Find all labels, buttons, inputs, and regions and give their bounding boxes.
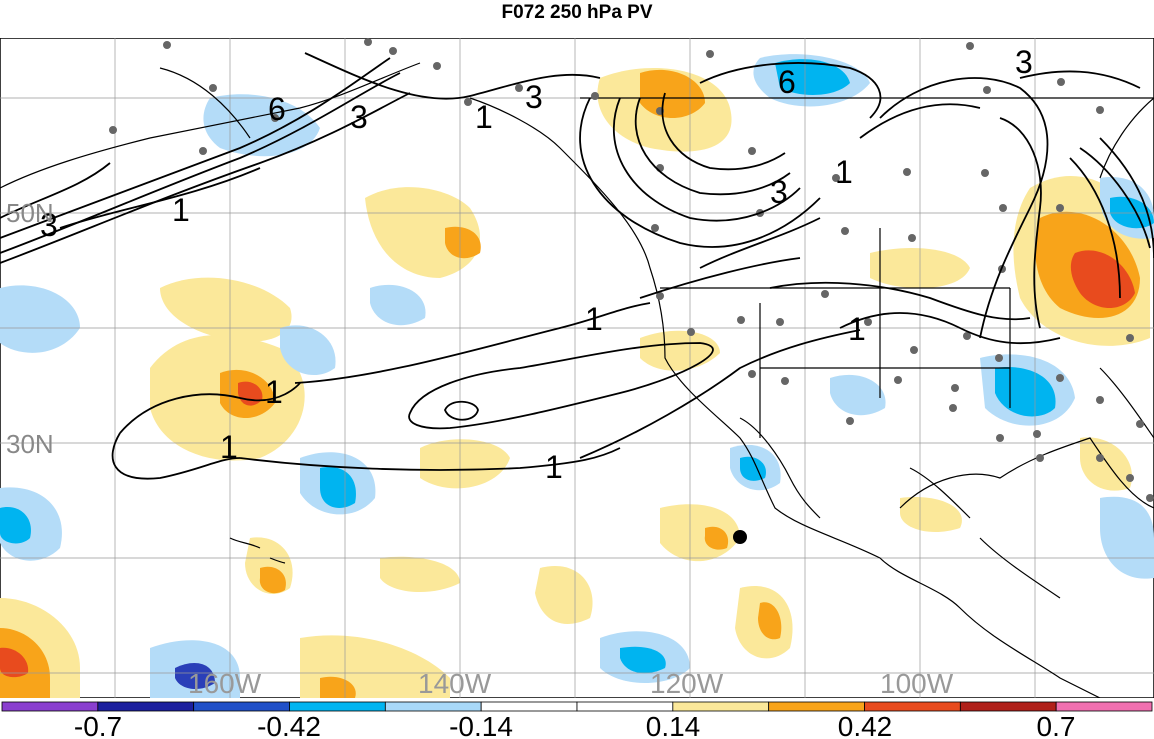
colorbar-label: -0.14 [449, 711, 513, 739]
colorbar-box [289, 701, 386, 712]
contour-labels: 3 6 3 1 1 3 6 3 1 1 1 1 1 1 3 [40, 44, 1033, 485]
lat-label-30n: 30N [6, 429, 54, 459]
contour-label: 6 [778, 64, 796, 100]
contour-label: 1 [172, 192, 190, 228]
colorbar: -0.7 -0.42 -0.14 0.14 0.42 0.7 [1, 701, 1153, 739]
colorbar-label: -0.7 [74, 711, 122, 739]
colorbar-box [193, 701, 290, 712]
pv-map: 3 6 3 1 1 3 6 3 1 1 1 1 1 1 3 50N 30N 16… [0, 38, 1154, 698]
contour-label: 3 [350, 99, 368, 135]
colorbar-box [959, 701, 1057, 712]
contour-label: 1 [475, 99, 493, 135]
lon-label-160w: 160W [188, 668, 262, 698]
contour-label: 1 [835, 154, 853, 190]
contour-label: 1 [848, 311, 866, 347]
contour-label: 3 [525, 79, 543, 115]
lon-label-140w: 140W [418, 668, 492, 698]
lon-label-100w: 100W [880, 668, 954, 698]
colorbar-label: 0.42 [838, 711, 893, 739]
contour-label: 3 [40, 207, 58, 243]
colorbar-box [864, 701, 961, 712]
contour-label: 1 [220, 429, 238, 465]
colorbar-label: 0.7 [1037, 711, 1076, 739]
colorbar-label: 0.14 [646, 711, 701, 739]
colorbar-box [1, 701, 99, 712]
contour-label: 1 [585, 301, 603, 337]
colorbar-box [384, 701, 482, 712]
colorbar-box [480, 701, 578, 712]
lon-label-120w: 120W [650, 668, 724, 698]
lat-label-50n: 50N [6, 198, 54, 228]
contour-label: 3 [770, 174, 788, 210]
colorbar-box [576, 701, 674, 712]
map-title: F072 250 hPa PV [501, 2, 653, 23]
colorbar-label: -0.42 [257, 711, 321, 739]
colorbar-box [768, 701, 865, 712]
colorbar-box [672, 701, 770, 712]
colorbar-box [1055, 701, 1153, 712]
contour-label: 6 [268, 91, 286, 127]
colorbar-box [97, 701, 195, 712]
storm-marker [733, 530, 747, 544]
contour-label: 3 [1015, 44, 1033, 80]
pv-shading [0, 54, 1154, 698]
contour-label: 1 [545, 449, 563, 485]
contour-label: 1 [265, 374, 283, 410]
colorbar-boxes [1, 701, 1153, 712]
pv-contours [0, 52, 1154, 480]
